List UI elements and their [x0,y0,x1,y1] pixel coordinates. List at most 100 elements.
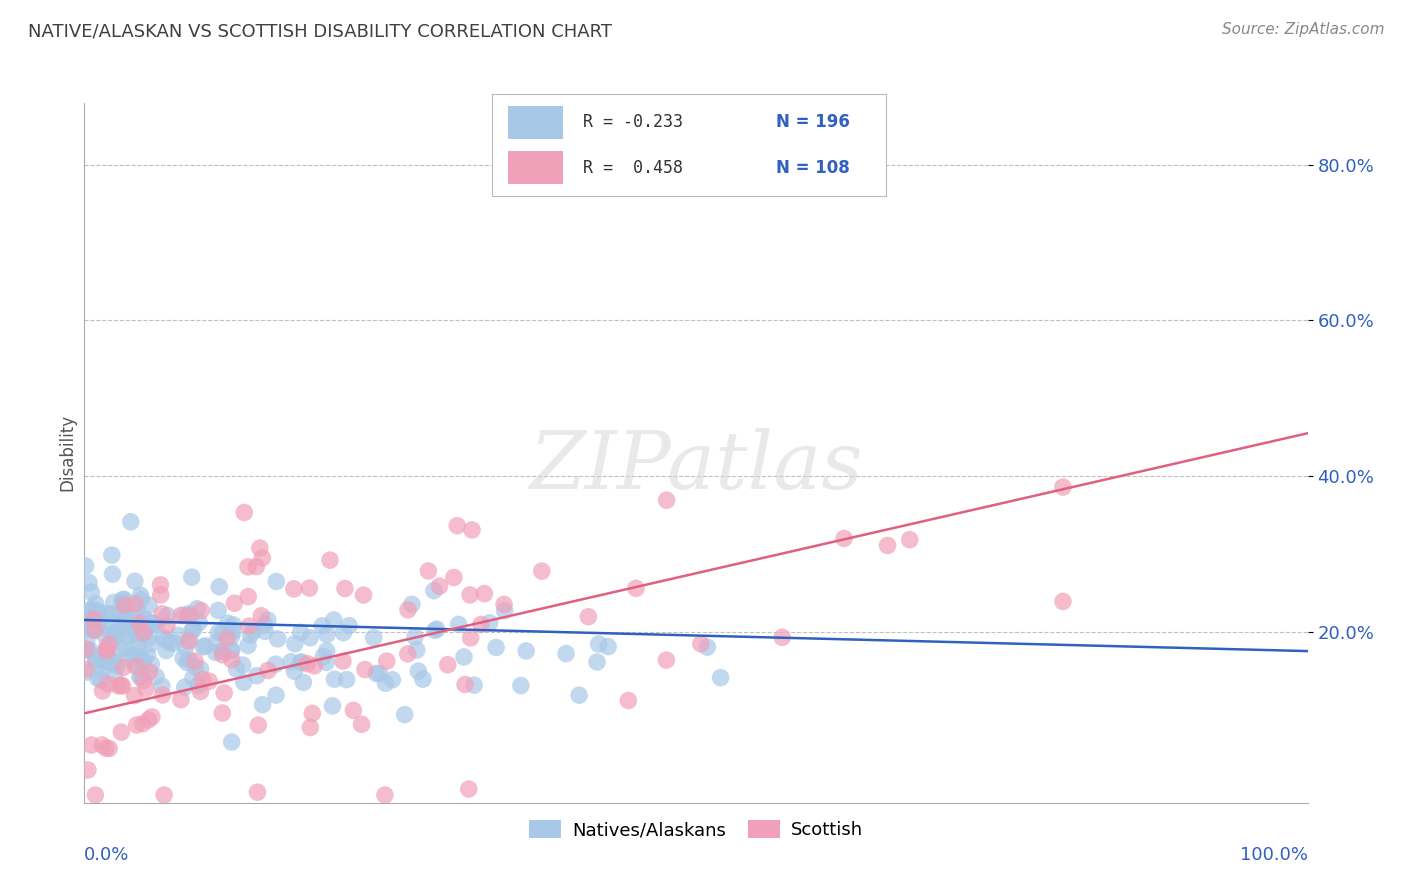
Point [211,625,233,640]
Point [124,658,146,673]
Point [111,613,134,627]
Point [98,650,121,665]
Point [145,669,167,683]
Point [254,624,277,639]
Point [128,626,150,640]
Point [177,634,200,648]
Point [655,493,678,508]
Point [183,623,205,637]
Point [436,657,458,672]
Point [149,588,172,602]
Point [96,655,118,669]
Point [363,631,385,645]
Point [246,669,269,683]
Point [319,553,342,567]
Point [447,617,470,632]
Point [96,642,118,657]
Point [177,607,200,621]
Point [115,650,138,665]
Point [124,574,146,589]
Point [247,718,270,732]
Point [124,597,146,611]
Point [156,618,179,632]
Point [253,618,276,632]
Point [114,599,136,613]
Point [139,637,162,651]
Point [312,649,335,664]
Point [114,612,136,626]
Legend: Natives/Alaskans, Scottish: Natives/Alaskans, Scottish [522,813,870,847]
Point [77,643,100,657]
Point [87,605,110,619]
Point [83,623,105,637]
Point [423,583,446,598]
Point [184,654,207,668]
Point [131,616,153,631]
Point [509,679,531,693]
Point [173,608,195,623]
Point [222,624,245,639]
Point [76,665,98,679]
Point [77,575,100,590]
Text: Source: ZipAtlas.com: Source: ZipAtlas.com [1222,22,1385,37]
Point [374,788,396,802]
Point [108,607,131,621]
Point [898,533,921,547]
Point [124,689,146,703]
Point [283,665,305,679]
Point [588,637,610,651]
Point [152,688,174,702]
Point [709,671,731,685]
Point [207,625,229,640]
Point [257,664,280,678]
Point [374,676,396,690]
Point [207,603,229,617]
Point [167,628,190,642]
Point [184,660,207,674]
Point [205,635,228,649]
Point [342,703,364,717]
Text: ZIPatlas: ZIPatlas [529,428,863,506]
Point [105,622,128,636]
Point [215,632,238,646]
Point [617,693,640,707]
Point [124,618,146,632]
Point [96,653,118,667]
Point [129,592,152,607]
Point [90,649,112,664]
Point [79,608,101,623]
Point [239,628,262,642]
Point [153,788,176,802]
Point [297,657,319,671]
Point [97,637,120,651]
Point [152,631,174,645]
Point [333,582,356,596]
Point [221,630,243,644]
Point [141,657,163,672]
Point [155,643,177,657]
Point [354,663,377,677]
Point [190,684,212,698]
Point [91,738,114,752]
Point [105,659,128,673]
Point [138,631,160,645]
Point [212,644,235,658]
Point [79,603,101,617]
Point [97,677,120,691]
Point [238,590,260,604]
Point [76,763,98,777]
Point [188,615,211,630]
Point [111,596,134,610]
Point [375,654,398,668]
Point [156,608,179,623]
Point [131,669,153,683]
Point [246,785,269,799]
Point [181,623,204,637]
Point [568,688,591,702]
Point [290,625,312,640]
Point [191,672,214,686]
Point [180,570,202,584]
Point [298,581,321,595]
Point [396,647,419,661]
Point [170,692,193,706]
